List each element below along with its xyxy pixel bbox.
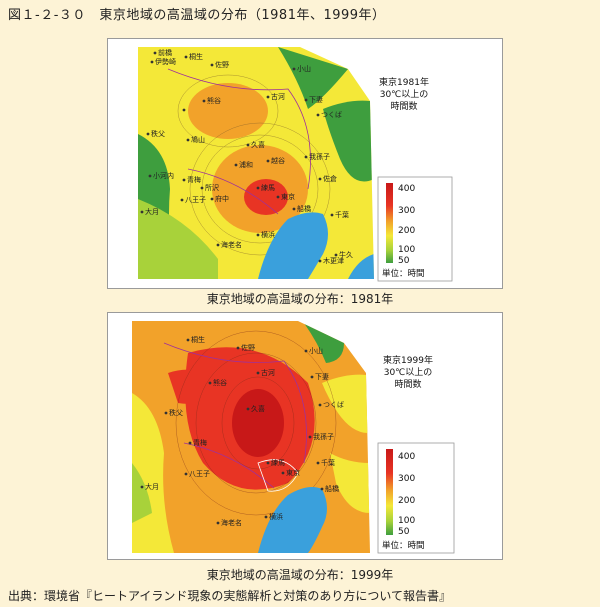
color-scale-1999: 400 300 200 100 50 単位：時間	[377, 442, 455, 554]
place-tokyo: 東京	[286, 468, 300, 477]
place-fuchu: 府中	[215, 194, 229, 203]
place-hachioji: 八王子	[185, 196, 206, 204]
scale-tick-100: 100	[398, 245, 415, 255]
lightgreen-zone-sw	[138, 199, 218, 279]
place-urawa: 浦和	[239, 160, 253, 169]
place-yokohama: 横浜	[269, 512, 283, 521]
place-hatoyama: 鳩山	[191, 135, 205, 144]
scale-unit: 単位：時間	[382, 540, 425, 551]
info-line-3: 時間数	[390, 100, 417, 112]
place-oyama: 小山	[309, 346, 323, 355]
place-shimotsuma: 下妻	[315, 372, 329, 381]
place-tokorozawa: 所沢	[205, 183, 219, 192]
place-tsukuba: つくば	[321, 110, 342, 119]
info-line-3: 時間数	[394, 378, 421, 390]
prefecture-borders	[163, 342, 307, 489]
caption-1999: 東京地域の高温域の分布：1999年	[206, 568, 394, 582]
map-area-1999	[132, 321, 370, 553]
place-ebina: 海老名	[221, 240, 242, 249]
map-area-1981	[138, 47, 374, 279]
scale-tick-50: 50	[398, 256, 410, 266]
place-chiba: 千葉	[335, 210, 349, 219]
scale-tick-300: 300	[398, 474, 415, 484]
place-kiryu: 桐生	[189, 52, 203, 61]
place-ogouchi: 小河内	[153, 171, 174, 180]
place-abiko: 我孫子	[309, 152, 330, 161]
caption-1981: 東京地域の高温域の分布：1981年	[206, 292, 394, 306]
figure-title: 図１-２-３０ 東京地域の高温域の分布（1981年、1999年）	[8, 8, 386, 23]
tokyo-bay	[258, 487, 327, 553]
place-kumagaya: 熊谷	[213, 378, 227, 387]
heat-map-1981: 前橋 伊勢崎 桐生 佐野 小山 古河 熊谷 秩父 鳩山 久喜 下妻 つくば 小河…	[138, 47, 453, 282]
place-oyama: 小山	[297, 64, 311, 73]
yellow-zone-northeast	[322, 374, 368, 433]
scale-tick-50: 50	[398, 527, 410, 537]
sea-east	[348, 254, 374, 279]
color-scale-1981: 400 300 200 100 50 単位：時間	[377, 176, 453, 282]
green-zone-north	[304, 323, 344, 363]
place-ome: 青梅	[193, 438, 207, 447]
place-ushiku: 牛久	[339, 250, 353, 259]
place-otsuki: 大月	[145, 482, 159, 491]
scale-tick-200: 200	[398, 226, 415, 236]
place-ome: 青梅	[187, 175, 201, 184]
city-labels-1981: 前橋 伊勢崎 桐生 佐野 小山 古河 熊谷 秩父 鳩山 久喜 下妻 つくば 小河…	[140, 48, 353, 265]
green-zone-north	[278, 47, 348, 109]
place-koga: 古河	[271, 92, 285, 101]
scale-tick-400: 400	[398, 452, 415, 462]
place-kisarazu: 木更津	[323, 256, 344, 265]
place-kuki: 久喜	[251, 404, 265, 413]
info-line-2: 30℃以上の	[384, 367, 433, 378]
map-panel-1999: 桐生 佐野 小山 熊谷 古河 下妻 秩父 久喜 つくば 青梅 我孫子 練馬 八王…	[107, 312, 503, 560]
info-line-2: 30℃以上の	[380, 89, 429, 100]
scale-tick-400: 400	[398, 184, 415, 194]
scale-tick-200: 200	[398, 496, 415, 506]
info-line-1: 東京1981年	[379, 76, 429, 88]
orange-zone-kumagaya	[188, 83, 268, 139]
place-chichibu: 秩父	[169, 408, 183, 417]
place-hachioji: 八王子	[189, 470, 210, 478]
info-line-1: 東京1999年	[383, 354, 433, 366]
place-koga: 古河	[261, 368, 275, 377]
place-ebina: 海老名	[221, 518, 242, 527]
place-abiko: 我孫子	[313, 432, 334, 441]
city-labels-1999: 桐生 佐野 小山 熊谷 古河 下妻 秩父 久喜 つくば 青梅 我孫子 練馬 八王…	[140, 335, 344, 527]
lightgreen-zone-west	[132, 463, 152, 523]
place-sano: 佐野	[241, 343, 255, 352]
red-core-tokyo	[244, 179, 288, 215]
scale-tick-100: 100	[398, 516, 415, 526]
place-otsuki: 大月	[145, 207, 159, 216]
heat-map-1999: 桐生 佐野 小山 熊谷 古河 下妻 秩父 久喜 つくば 青梅 我孫子 練馬 八王…	[132, 321, 455, 554]
place-isesaki: 伊勢崎	[155, 57, 176, 66]
place-nerima: 練馬	[271, 458, 285, 467]
place-chiba: 千葉	[321, 458, 335, 467]
place-tokyo: 東京	[281, 192, 295, 201]
place-kiryu: 桐生	[191, 335, 205, 344]
tokyo-bay	[258, 212, 328, 279]
place-kumagaya: 熊谷	[207, 96, 221, 105]
place-koshigaya: 越谷	[271, 156, 285, 165]
place-sano: 佐野	[215, 60, 229, 69]
place-shimotsuma: 下妻	[309, 95, 323, 104]
place-sakura: 佐倉	[323, 174, 337, 183]
scale-tick-300: 300	[398, 206, 415, 216]
place-funabashi: 船橋	[297, 204, 311, 213]
tokyo-border	[257, 459, 299, 492]
map-panel-1981: 前橋 伊勢崎 桐生 佐野 小山 古河 熊谷 秩父 鳩山 久喜 下妻 つくば 小河…	[107, 38, 503, 289]
place-funabashi: 船橋	[325, 484, 339, 493]
place-tsukuba: つくば	[323, 400, 344, 409]
darkred-core	[232, 389, 284, 457]
place-yokohama: 横浜	[261, 230, 275, 239]
place-chichibu: 秩父	[151, 129, 165, 138]
scale-unit: 単位：時間	[382, 268, 425, 279]
prefecture-borders	[167, 68, 311, 215]
green-zone-northeast	[323, 100, 374, 182]
source-note: 出典：環境省『ヒートアイランド現象の実態解析と対策のあり方について報告書』	[8, 589, 452, 603]
yellow-zone-east	[330, 453, 370, 513]
place-nerima: 練馬	[261, 183, 275, 192]
place-maebashi: 前橋	[158, 48, 172, 57]
red-zone-kumagaya	[168, 369, 218, 404]
place-kuki: 久喜	[251, 140, 265, 149]
